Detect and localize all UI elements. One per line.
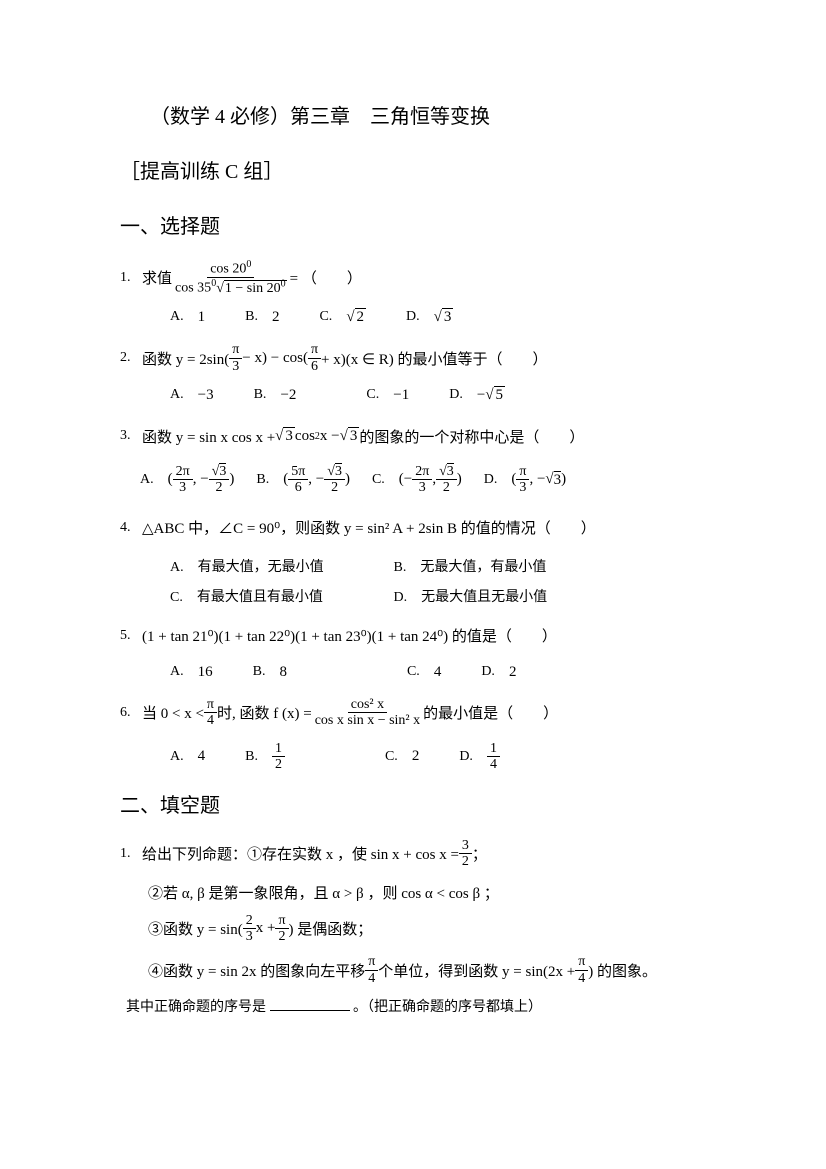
section-blank: 二、填空题 bbox=[120, 789, 726, 818]
qnum: 3. bbox=[120, 428, 142, 444]
q4-options-1: A. 有最大值，无最小值 B. 无最大值，有最小值 bbox=[170, 556, 726, 576]
q1-options: A.1 B.2 C.√2 D.√3 bbox=[170, 308, 726, 326]
question-3: 3. 函数 y = sin x cos x + √3 cos2 x − √3 的… bbox=[120, 420, 726, 452]
q6-options: A.4 B.12 C.2 D.14 bbox=[170, 741, 726, 773]
group-subtitle: ［提高训练 C 组］ bbox=[120, 155, 726, 184]
chapter-title: （数学 4 必修）第三章 三角恒等变换 bbox=[150, 100, 726, 129]
qnum: 1. bbox=[120, 270, 142, 286]
q2-options: A.−3 B.−2 C.−1 D.−√5 bbox=[170, 386, 726, 404]
qnum: 4. bbox=[120, 520, 142, 536]
question-6: 6. 当 0 < x < π4 时, 函数 f (x) = cos² xcos … bbox=[120, 697, 726, 729]
fill-1-line4: ④函数 y = sin 2x 的图象向左平移 π4 个单位，得到函数 y = s… bbox=[148, 954, 726, 986]
stem-text: = （ ） bbox=[290, 267, 362, 288]
fill-1-line3: ③函数 y = sin( 23 x + π2 ) 是偶函数； bbox=[148, 913, 726, 945]
qnum: 1. bbox=[120, 846, 142, 862]
qnum: 5. bbox=[120, 628, 142, 644]
qnum: 6. bbox=[120, 705, 142, 721]
fill-1-line2: ②若 α, β 是第一象限角，且 α > β ，则 cos α < cos β … bbox=[148, 882, 726, 903]
question-1: 1. 求值 cos 200 cos 350√1 − sin 200 = （ ） bbox=[120, 259, 726, 296]
fill-1-line1: 1. 给出下列命题：①存在实数 x ，使 sin x + cos x = 32 … bbox=[120, 838, 726, 870]
question-4: 4. △ABC 中，∠C = 90⁰，则函数 y = sin² A + 2sin… bbox=[120, 512, 726, 544]
answer-blank[interactable] bbox=[270, 997, 350, 1011]
q4-options-2: C. 有最大值且有最小值 D. 无最大值且无最小值 bbox=[170, 586, 726, 606]
qnum: 2. bbox=[120, 350, 142, 366]
q3-options: A.(2π3, −√32) B.(5π6, −√32) C.(−2π3, √32… bbox=[140, 464, 726, 496]
fraction: cos 200 cos 350√1 − sin 200 bbox=[172, 259, 290, 296]
fill-1-line5: 其中正确命题的序号是 。（把正确命题的序号都填上） bbox=[126, 996, 726, 1016]
q5-options: A.16 B.8 C.4 D.2 bbox=[170, 664, 726, 681]
question-2: 2. 函数 y = 2sin( π3 − x) − cos( π6 + x)(x… bbox=[120, 342, 726, 374]
stem-text: 求值 bbox=[142, 267, 172, 288]
section-choice: 一、选择题 bbox=[120, 210, 726, 239]
question-5: 5. (1 + tan 21⁰)(1 + tan 22⁰)(1 + tan 23… bbox=[120, 620, 726, 652]
